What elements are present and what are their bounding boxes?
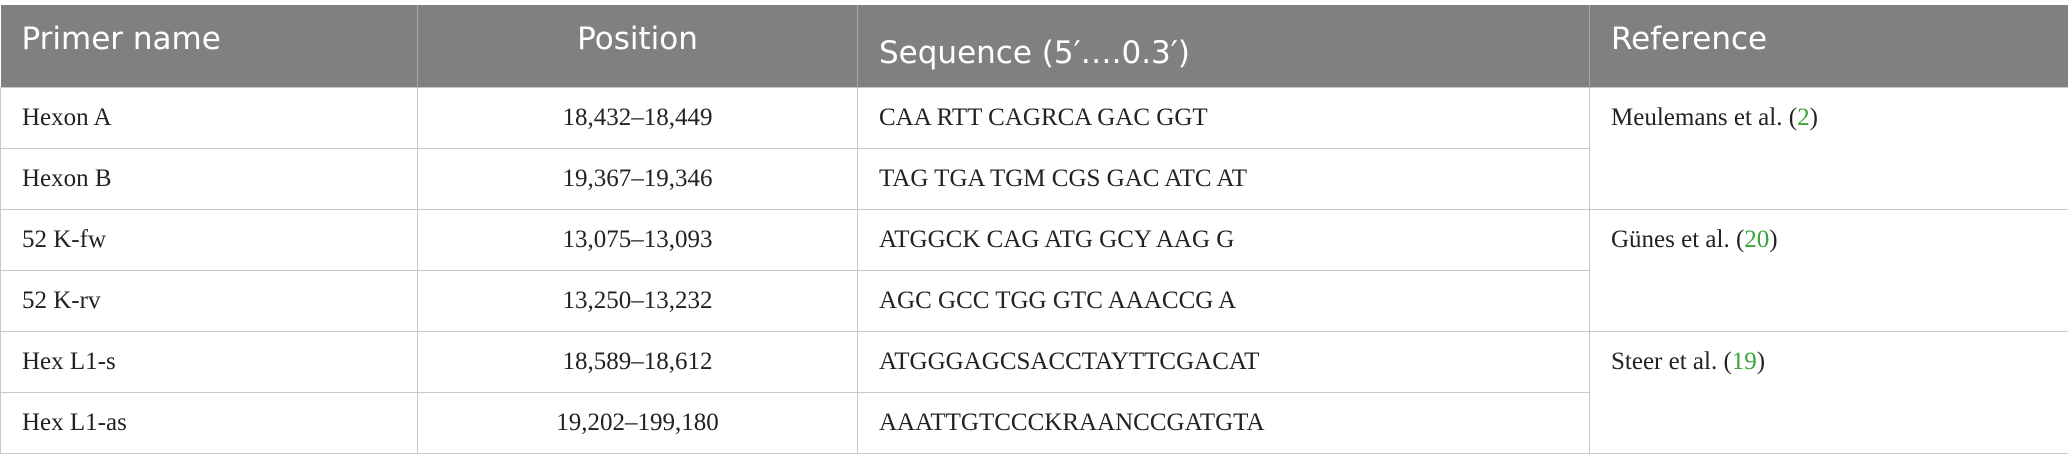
citation-link: 19 — [1731, 347, 1757, 375]
citation-link: 2 — [1797, 103, 1810, 131]
reference-close: ) — [1756, 347, 1766, 375]
table-row: Hex L1-as 19,202–199,180 AAATTGTCCCKRAANCC… — [0, 391, 2068, 454]
sequence: AGC GCC TGG GTC AAACCG A — [857, 269, 1590, 332]
header-cell: Position — [417, 5, 858, 87]
reference: Günes et al. (20) — [1589, 208, 2068, 332]
reference: Meulemans et al. (2) — [1589, 86, 2068, 210]
primer-name: Hexon A — [0, 86, 418, 149]
primer-name: Hex L1-as — [0, 391, 418, 454]
sequence: CAA RTT CAGRCA GAC GGT — [857, 86, 1590, 149]
reference-author: Meulemans et al. ( — [1611, 103, 1798, 131]
reference-author: Günes et al. ( — [1611, 225, 1745, 253]
header-row: Primer name Position Sequence (5′….0.3′) Re… — [0, 5, 2068, 87]
header-cell: Primer name — [0, 5, 418, 87]
reference-close: ) — [1769, 225, 1778, 253]
table-row: Hexon A 18,432–18,449 CAA RTT CAGRCA GAC G… — [0, 86, 2068, 210]
primer-name: Hexon B — [0, 147, 418, 210]
table-row: Hexon B 19,367–19,346 TAG TGA TGM CGS GAC … — [0, 147, 2068, 210]
reference: Steer et al. (19) — [1589, 330, 2068, 454]
table-row: 52 K-fw 13,075–13,093 ATGGCK CAG ATG GCY A… — [0, 208, 2068, 332]
primer-table: Primer name Position Sequence (5′….0.3′) Re… — [0, 5, 2068, 454]
table-row: Hex L1-s 18,589–18,612 ATGGGAGCSACCTAYTTCG… — [0, 330, 2068, 454]
position: 18,432–18,449 — [417, 86, 858, 149]
position: 13,075–13,093 — [417, 208, 858, 271]
primer-name: Hex L1-s — [0, 330, 418, 393]
reference-close: ) — [1809, 103, 1818, 131]
sequence: AAATTGTCCCKRAANCCGATGTA — [857, 391, 1590, 454]
header-cell: Reference — [1589, 5, 2068, 87]
sequence: ATGGGAGCSACCTAYTTCGACAT — [857, 330, 1590, 393]
position: 19,202–199,180 — [417, 391, 858, 454]
header-cell: Sequence (5′….0.3′) — [857, 5, 1590, 87]
sequence: ATGGCK CAG ATG GCY AAG G — [857, 208, 1590, 271]
primer-name: 52 K-rv — [0, 269, 418, 332]
primer-name: 52 K-fw — [0, 208, 418, 271]
position: 18,589–18,612 — [417, 330, 858, 393]
reference-author: Steer et al. ( — [1611, 347, 1732, 375]
table-body: Hexon A 18,432–18,449 CAA RTT CAGRCA GAC G… — [0, 86, 2068, 454]
citation-link: 20 — [1744, 225, 1770, 253]
position: 19,367–19,346 — [417, 147, 858, 210]
sequence: TAG TGA TGM CGS GAC ATC AT — [857, 147, 1590, 210]
position: 13,250–13,232 — [417, 269, 858, 332]
